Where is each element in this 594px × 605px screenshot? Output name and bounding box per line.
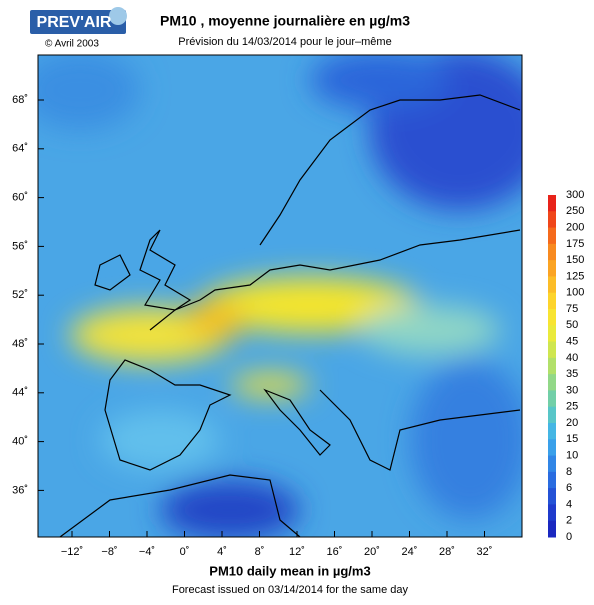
title: PM10 , moyenne journalière en µg/m3 — [160, 13, 410, 29]
copyright: © Avril 2003 — [45, 39, 99, 50]
lat-tick-label: 48˚ — [12, 338, 28, 350]
footer-title: PM10 daily mean in µg/m3 — [209, 563, 370, 578]
colorbar-label: 45 — [566, 335, 578, 347]
colorbar-label: 20 — [566, 417, 578, 429]
colorbar-segment — [548, 276, 556, 294]
coastlines — [59, 94, 521, 537]
lat-tick-label: 68˚ — [12, 94, 28, 106]
concentration-field — [38, 55, 522, 537]
colorbar-label: 10 — [566, 449, 578, 461]
mid-area — [360, 305, 500, 355]
lat-tick-label: 52˚ — [12, 289, 28, 301]
lat-tick-label: 40˚ — [12, 436, 28, 448]
lon-tick-label: −12˚ — [61, 546, 83, 558]
colorbar-segment — [548, 292, 556, 310]
colorbar-segment — [548, 488, 556, 505]
lat-tick-label: 60˚ — [12, 192, 28, 204]
lon-tick-label: 0˚ — [180, 546, 190, 558]
scandinavia — [259, 94, 521, 246]
mid-area — [100, 410, 220, 470]
colorbar-segment — [548, 211, 556, 229]
lon-tick-label: 28˚ — [439, 546, 455, 558]
colorbar-segment — [548, 455, 556, 473]
colorbar-segment — [548, 309, 556, 326]
colorbar-label: 2 — [566, 515, 572, 527]
lon-tick-label: 4˚ — [217, 546, 227, 558]
colorbar-label: 8 — [566, 466, 572, 478]
britain — [139, 229, 192, 311]
low-area — [38, 55, 140, 130]
colorbar-segment — [548, 357, 556, 375]
lon-tick-label: 8˚ — [255, 546, 265, 558]
colorbar-label: 125 — [566, 270, 584, 282]
lon-tick-label: −4˚ — [139, 546, 155, 558]
lon-tick-label: 24˚ — [402, 546, 418, 558]
colorbar-segment — [548, 195, 556, 212]
high-area — [185, 300, 245, 340]
italy — [263, 388, 331, 456]
lat-tick-label: 36˚ — [12, 484, 28, 496]
colorbar-label: 50 — [566, 319, 578, 331]
logo-text: PREV'AIR — [37, 14, 112, 31]
lon-tick-label: 16˚ — [327, 546, 343, 558]
lon-tick-label: −8˚ — [101, 546, 117, 558]
colorbar-segment — [548, 520, 556, 538]
lon-tick-label: 32˚ — [477, 546, 493, 558]
map-field — [38, 55, 522, 537]
colorbar-segment — [548, 243, 556, 261]
logo-globe — [109, 7, 127, 25]
lon-tick-label: 12˚ — [289, 546, 305, 558]
colorbar-label: 250 — [566, 205, 584, 217]
colorbar-label: 0 — [566, 531, 572, 543]
colorbar-segment — [548, 471, 556, 489]
colorbar-label: 300 — [566, 189, 584, 201]
colorbar-segment — [548, 439, 556, 457]
lat-tick-label: 56˚ — [12, 240, 28, 252]
high-area — [230, 373, 310, 397]
colorbar-label: 6 — [566, 482, 572, 494]
low-area — [410, 360, 522, 520]
lat-tick-label: 64˚ — [12, 143, 28, 155]
colorbar-label: 25 — [566, 401, 578, 413]
footer-note: Forecast issued on 03/14/2014 for the sa… — [172, 584, 409, 596]
ireland — [94, 254, 131, 291]
colorbar-segment — [548, 406, 556, 424]
colorbar-segment — [548, 390, 556, 408]
colorbar-label: 40 — [566, 352, 578, 364]
low-area — [160, 480, 300, 537]
colorbar-segment — [548, 227, 556, 245]
map-frame — [37, 54, 523, 538]
low-area — [310, 55, 450, 110]
lon-tick-label: 20˚ — [364, 546, 380, 558]
lat-tick-label: 44˚ — [12, 387, 28, 399]
iberia — [104, 359, 232, 471]
balkans-coast — [319, 389, 521, 471]
colorbar-label: 175 — [566, 238, 584, 250]
logo: PREV'AIR — [30, 7, 127, 34]
colorbar-segment — [548, 325, 556, 343]
colorbar-segment — [548, 374, 556, 391]
colorbar-label: 75 — [566, 303, 578, 315]
colorbar-label: 35 — [566, 368, 578, 380]
colorbar-segment — [548, 423, 556, 440]
colorbar-segment — [548, 341, 556, 359]
colorbar-label: 15 — [566, 433, 578, 445]
colorbar-label: 200 — [566, 221, 584, 233]
colorbar-label: 150 — [566, 254, 584, 266]
colorbar-segment — [548, 504, 556, 522]
colorbar-segment — [548, 260, 556, 277]
north-coast — [149, 229, 521, 331]
colorbar-label: 30 — [566, 384, 578, 396]
africa-coast — [59, 474, 301, 537]
high-area — [200, 277, 420, 333]
logo-box — [30, 10, 126, 34]
subtitle: Prévision du 14/03/2014 pour le jour–mêm… — [178, 36, 391, 48]
colorbar-label: 4 — [566, 498, 572, 510]
colorbar-label: 100 — [566, 287, 584, 299]
